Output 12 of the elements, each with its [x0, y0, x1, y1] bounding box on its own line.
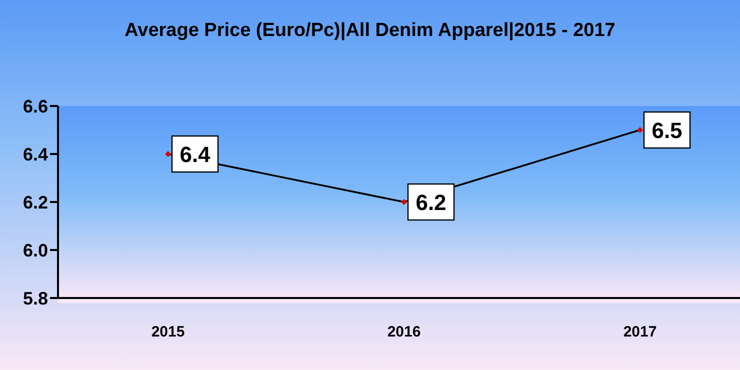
- chart-title: Average Price (Euro/Pc)|All Denim Apparel|2015 - 2017: [124, 20, 616, 42]
- y-tick-label: 6.4: [22, 144, 48, 164]
- x-tick-label: 2015: [151, 324, 185, 341]
- y-tick-label: 6.0: [22, 240, 48, 260]
- y-tick-label: 5.8: [22, 288, 48, 308]
- y-tick-label: 6.2: [22, 192, 48, 212]
- data-label: 6.4: [180, 142, 212, 167]
- y-tick-label: 6.6: [22, 96, 48, 116]
- x-tick-label: 2016: [387, 324, 421, 341]
- x-tick-label: 2017: [623, 324, 657, 341]
- data-label: 6.2: [416, 190, 446, 215]
- data-label: 6.5: [652, 118, 682, 143]
